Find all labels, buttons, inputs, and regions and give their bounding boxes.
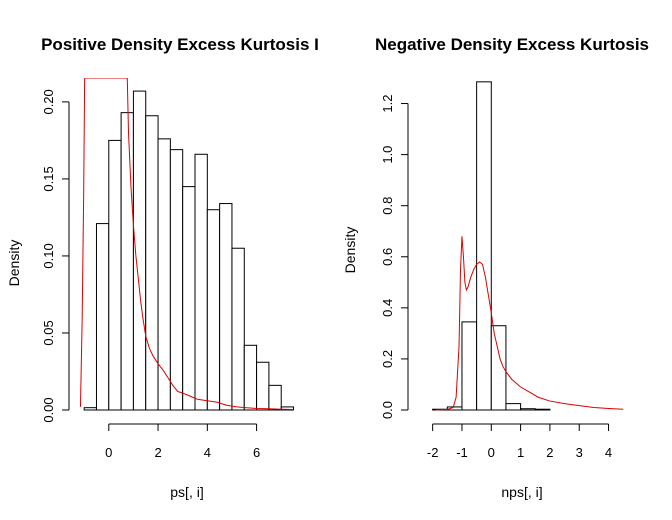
x-tick-label: 3 bbox=[576, 445, 583, 460]
histogram-bar bbox=[145, 115, 159, 411]
histogram-bar bbox=[505, 403, 522, 411]
histogram-bar bbox=[243, 344, 258, 411]
y-axis-label-positive: Density bbox=[6, 240, 22, 287]
x-tick-label: 2 bbox=[546, 445, 553, 460]
histogram-bar bbox=[120, 112, 134, 411]
y-tick-label: 0.8 bbox=[380, 197, 395, 215]
y-tick-label: 1.2 bbox=[380, 94, 395, 112]
y-tick-label: 0.00 bbox=[41, 397, 56, 422]
chart-title-positive: Positive Density Excess Kurtosis I bbox=[41, 35, 319, 54]
histogram-bar bbox=[490, 325, 507, 411]
histogram-bar bbox=[95, 223, 110, 411]
x-tick-label: 6 bbox=[253, 445, 260, 460]
histogram-bar bbox=[182, 186, 196, 411]
density-curve-line bbox=[435, 236, 624, 411]
y-tick-label: 0.0 bbox=[380, 401, 395, 419]
histogram-bar bbox=[534, 408, 551, 411]
histogram-bar bbox=[83, 407, 97, 411]
density-curve-positive bbox=[79, 78, 294, 411]
x-tick-label: 0 bbox=[105, 445, 112, 460]
histogram-bar bbox=[280, 406, 295, 411]
y-tick-label: 0.05 bbox=[41, 320, 56, 345]
x-axis-label-negative: nps[, i] bbox=[501, 484, 542, 500]
x-axis-label-positive: ps[, i] bbox=[170, 484, 203, 500]
x-tick-label: 4 bbox=[605, 445, 612, 460]
histogram-bar bbox=[476, 81, 492, 411]
y-tick-label: 0.15 bbox=[41, 166, 56, 191]
histogram-bar bbox=[268, 384, 282, 411]
y-axis-label-negative: Density bbox=[342, 227, 358, 274]
y-axis-negative: 0.0 0.2 0.4 0.6 0.8 1.0 1.2 bbox=[380, 94, 409, 419]
histogram-bar bbox=[520, 408, 536, 411]
density-curve-line bbox=[79, 78, 294, 411]
x-tick-label: 2 bbox=[154, 445, 161, 460]
histogram-bar bbox=[219, 203, 233, 411]
y-tick-label: 1.0 bbox=[380, 146, 395, 164]
histogram-bar bbox=[157, 138, 171, 411]
histogram-bar bbox=[169, 149, 184, 411]
y-tick-label: 0.10 bbox=[41, 243, 56, 268]
histogram-bar bbox=[461, 321, 478, 411]
y-tick-label: 0.2 bbox=[380, 350, 395, 368]
x-tick-label: 1 bbox=[517, 445, 524, 460]
y-tick-label: 0.6 bbox=[380, 248, 395, 266]
x-tick-label: 4 bbox=[204, 445, 211, 460]
histogram-bar bbox=[194, 153, 208, 411]
histogram-bar bbox=[206, 209, 221, 411]
positive-kurtosis-panel: Positive Density Excess Kurtosis I ps[, … bbox=[6, 35, 319, 500]
histogram-bar bbox=[108, 139, 122, 411]
x-tick-label: -1 bbox=[456, 445, 468, 460]
y-tick-label: 0.4 bbox=[380, 299, 395, 317]
density-curve-negative bbox=[435, 236, 624, 411]
y-tick-label: 0.20 bbox=[41, 89, 56, 114]
chart-title-negative: Negative Density Excess Kurtosis bbox=[375, 35, 649, 54]
x-tick-label: -2 bbox=[427, 445, 439, 460]
x-tick-label: 0 bbox=[488, 445, 495, 460]
negative-kurtosis-panel: Negative Density Excess Kurtosis nps[, i… bbox=[342, 35, 649, 500]
x-axis-negative: -2 -1 0 1 2 3 4 bbox=[427, 423, 612, 460]
histogram-bars-negative bbox=[432, 81, 551, 411]
y-axis-positive: 0.00 0.05 0.10 0.15 0.20 bbox=[41, 89, 70, 423]
x-axis-positive: 0 2 4 6 bbox=[105, 423, 260, 460]
histogram-bar bbox=[256, 361, 270, 411]
histogram-bars-positive bbox=[83, 90, 295, 411]
histogram-bar bbox=[231, 247, 245, 411]
